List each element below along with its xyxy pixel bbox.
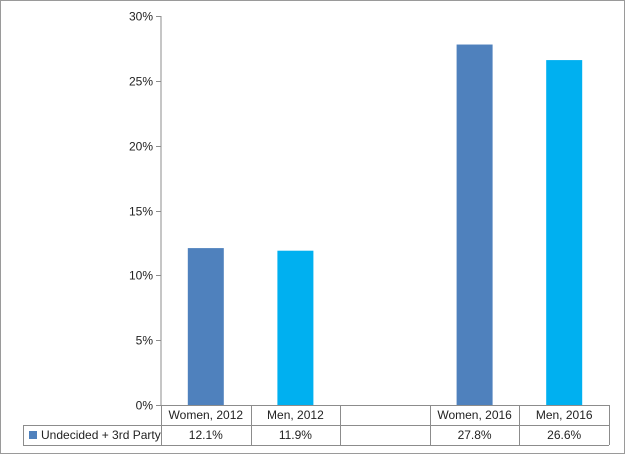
y-tick-label: 5%: [136, 334, 154, 348]
bar: [277, 250, 314, 405]
bar: [456, 44, 493, 405]
data-label: 27.8%: [458, 428, 492, 442]
data-label: 11.9%: [279, 428, 312, 442]
category-label: Men, 2016: [536, 408, 593, 422]
category-label: Women, 2012: [169, 408, 244, 422]
legend-label: Undecided + 3rd Party: [41, 428, 161, 442]
data-table: Women, 2012 12.1% Men, 2012 11.9% Women, 201…: [23, 405, 610, 446]
y-tick-label: 20%: [129, 140, 153, 154]
y-tick-label: 0%: [136, 399, 154, 413]
y-tick-label: 15%: [129, 205, 153, 219]
category-label: Women, 2016: [437, 408, 512, 422]
legend-swatch: [29, 431, 37, 439]
data-label: 26.6%: [547, 428, 581, 442]
y-tick-label: 25%: [129, 75, 153, 89]
axis-layer: 0% 5% 10% 15% 20% 25% 30%: [129, 10, 162, 413]
data-label: 12.1%: [189, 428, 223, 442]
bars-layer: [187, 44, 583, 405]
bar: [187, 248, 224, 405]
y-tick-label: 10%: [129, 269, 153, 283]
category-label: Men, 2012: [267, 408, 324, 422]
y-tick-label: 30%: [129, 10, 153, 24]
bar: [546, 60, 583, 405]
